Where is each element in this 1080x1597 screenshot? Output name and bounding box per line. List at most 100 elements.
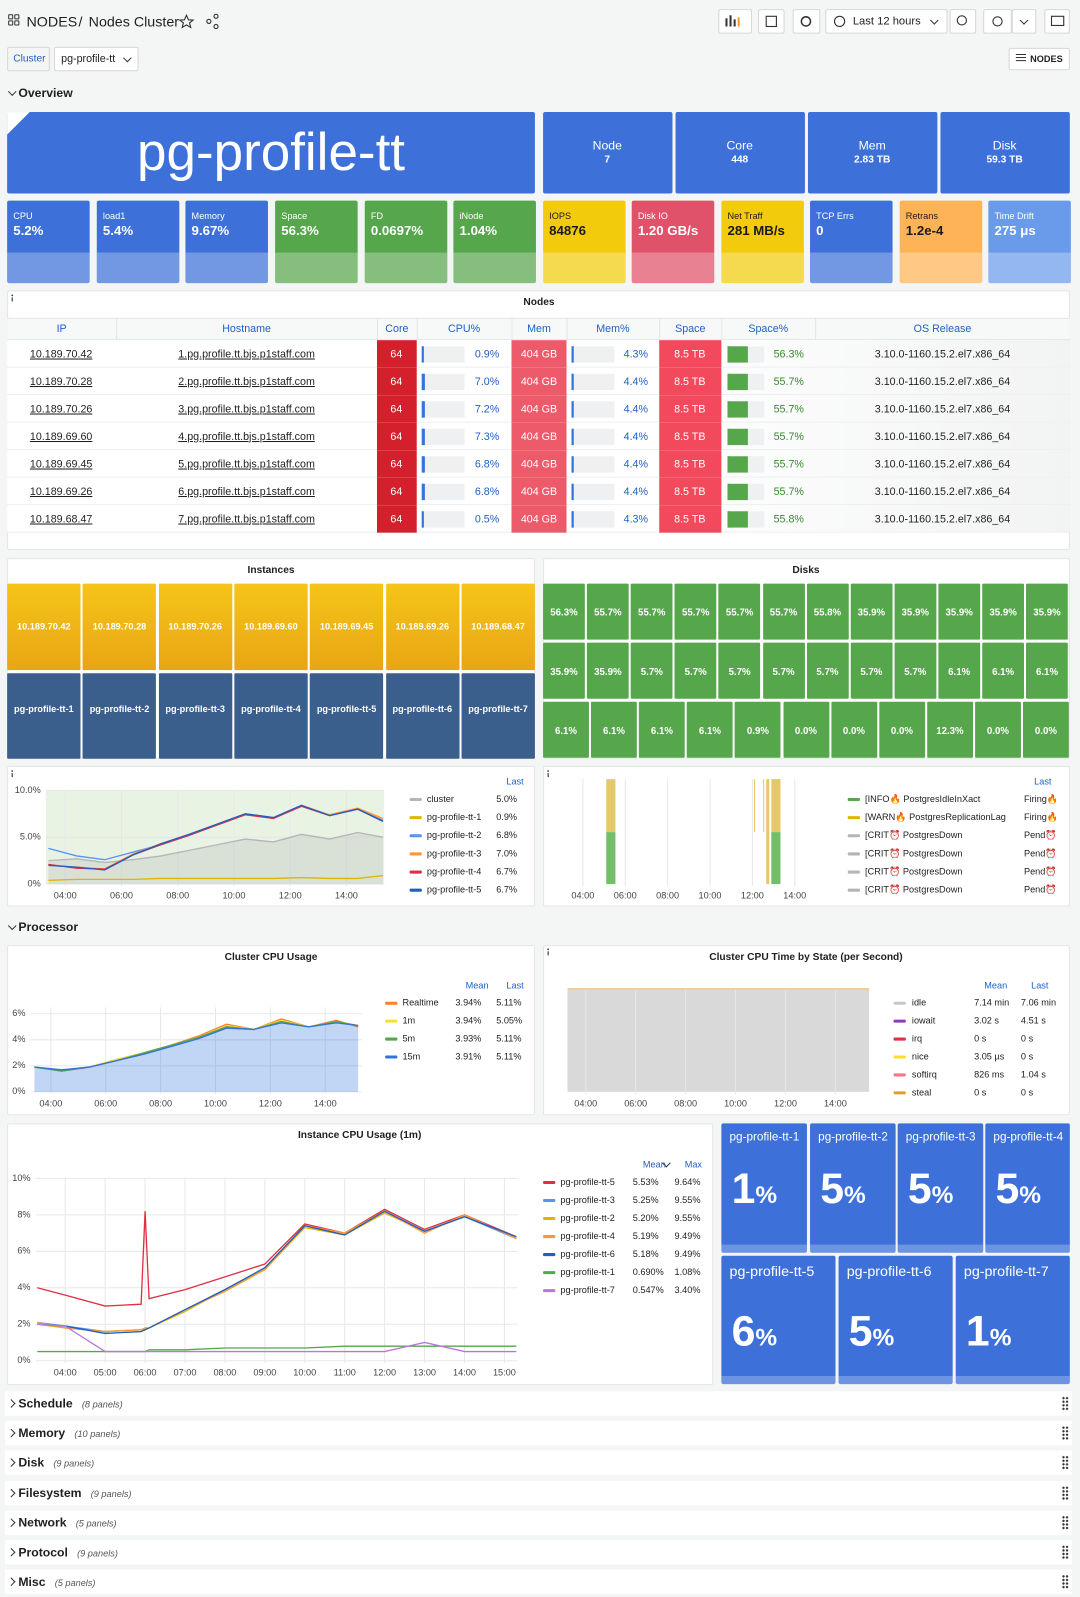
toolbar-button[interactable] bbox=[983, 9, 1012, 34]
sparkline bbox=[7, 252, 90, 284]
gauge-value: 4.3% bbox=[623, 512, 649, 526]
nodes-button[interactable] bbox=[1008, 47, 1070, 71]
collapsed-row[interactable] bbox=[5, 1539, 1072, 1565]
disk-value: 55.8% bbox=[813, 607, 842, 619]
mem-cell: 404 GB bbox=[520, 485, 558, 498]
stat-label: IOPS bbox=[549, 210, 572, 222]
disk-value: 5.7% bbox=[640, 666, 663, 678]
sparkline bbox=[721, 1375, 836, 1385]
stat-label: load1 bbox=[102, 210, 126, 222]
mem-cell: 404 GB bbox=[520, 375, 558, 388]
instance-name-tile bbox=[461, 673, 535, 759]
column-header: Space bbox=[675, 322, 706, 336]
instance-stat-value: 5 bbox=[820, 1164, 845, 1213]
toolbar-button[interactable] bbox=[1044, 9, 1070, 34]
collapsed-row[interactable] bbox=[5, 1420, 1072, 1446]
column-divider bbox=[511, 317, 513, 341]
core-cell: 64 bbox=[390, 485, 403, 498]
toolbar-button[interactable] bbox=[718, 9, 752, 34]
instance-stat-unit: % bbox=[755, 1324, 778, 1352]
stat-label: Core bbox=[726, 138, 753, 153]
core-cell: 64 bbox=[390, 347, 403, 361]
variable-select[interactable] bbox=[54, 46, 139, 72]
breadcrumb-separator: / bbox=[78, 13, 83, 30]
column-header: Hostname bbox=[222, 322, 271, 336]
stat-value: 56.3% bbox=[281, 222, 319, 238]
row-header: Protocol (9 panels) bbox=[18, 1545, 118, 1559]
collapsed-row[interactable] bbox=[5, 1480, 1072, 1505]
row-title: Schedule bbox=[18, 1396, 73, 1411]
time-range: Last 12 hours bbox=[852, 15, 921, 28]
collapsed-row[interactable] bbox=[5, 1510, 1072, 1535]
collapsed-row[interactable] bbox=[5, 1569, 1072, 1595]
row-title: Protocol bbox=[18, 1545, 68, 1560]
gauge-value: 4.4% bbox=[623, 430, 649, 443]
column-divider bbox=[815, 317, 817, 341]
gauge-track bbox=[571, 483, 615, 500]
space-cell: 8.5 TB bbox=[674, 402, 706, 416]
column-divider bbox=[416, 317, 418, 341]
instance-stat-value-box: 1% bbox=[966, 1307, 1012, 1356]
disk-value: 6.1% bbox=[992, 666, 1015, 678]
stat-value: 1.20 GB/s bbox=[637, 222, 699, 238]
collapsed-row[interactable] bbox=[5, 1450, 1072, 1476]
stat-value: 0.0697% bbox=[370, 222, 424, 238]
row-panel-count: (9 panels) bbox=[90, 1488, 132, 1499]
disk-tile bbox=[630, 583, 673, 640]
gauge-value: 6.8% bbox=[474, 485, 500, 498]
instance-stat-value: 5 bbox=[907, 1164, 932, 1213]
core-cell: 64 bbox=[390, 457, 403, 471]
toolbar-button[interactable] bbox=[792, 9, 821, 34]
stat-value: 59.3 TB bbox=[986, 154, 1023, 166]
ip-cell: 10.189.70.42 bbox=[29, 347, 93, 361]
space-cell-bg bbox=[659, 450, 722, 478]
mem-cell: 404 GB bbox=[520, 402, 558, 416]
disk-tile bbox=[630, 642, 673, 699]
disk-tile bbox=[982, 642, 1024, 699]
instance-stat-value: 5 bbox=[995, 1164, 1020, 1213]
toolbar-button[interactable] bbox=[758, 9, 785, 34]
instance-stat-value: 5 bbox=[848, 1306, 873, 1355]
disk-tile bbox=[878, 701, 925, 758]
instance-stat-value: 6 bbox=[731, 1306, 756, 1355]
gauge-track bbox=[571, 510, 615, 528]
disk-value: 35.9% bbox=[857, 607, 886, 619]
stat-box bbox=[675, 112, 805, 194]
os-cell: 3.10.0-1160.15.2.el7.x86_64 bbox=[874, 512, 1011, 526]
instances-cpu-panel bbox=[7, 765, 535, 907]
gauge-bar bbox=[571, 428, 574, 445]
core-cell-bg bbox=[376, 422, 417, 451]
instance-stat-value: 1 bbox=[965, 1306, 990, 1355]
instance-name: pg-profile-tt-3 bbox=[165, 703, 226, 714]
stat-tile bbox=[185, 200, 268, 284]
sparkline bbox=[899, 252, 983, 284]
gauge-track bbox=[571, 400, 615, 418]
space-cell-bg bbox=[659, 422, 722, 451]
disk-tile bbox=[591, 701, 637, 758]
core-cell: 64 bbox=[390, 512, 403, 526]
stat-value: 84876 bbox=[549, 222, 587, 238]
gauge-value: 55.7% bbox=[773, 485, 804, 498]
gauge-track bbox=[421, 455, 465, 473]
gauge-track bbox=[421, 428, 465, 445]
collapsed-row[interactable] bbox=[5, 1391, 1072, 1416]
gauge-bar bbox=[727, 510, 748, 528]
sparkline bbox=[721, 252, 804, 284]
space-cell: 8.5 TB bbox=[674, 430, 706, 443]
gauge-value: 7.0% bbox=[474, 375, 500, 388]
banner-corner bbox=[7, 112, 30, 135]
toolbar-button[interactable] bbox=[825, 9, 948, 34]
disk-value: 0.9% bbox=[746, 725, 769, 737]
apps-icon bbox=[8, 20, 14, 26]
disk-tile bbox=[806, 642, 849, 699]
row-header: Disk (9 panels) bbox=[18, 1456, 94, 1470]
drag-handle bbox=[1061, 1426, 1069, 1441]
disk-tile bbox=[674, 642, 717, 699]
instance-stat-unit: % bbox=[872, 1324, 895, 1352]
nodes-button-label: NODES bbox=[1030, 53, 1063, 65]
toolbar-button[interactable] bbox=[1011, 9, 1037, 34]
gauge-bar bbox=[727, 373, 748, 390]
panel-title: Disks bbox=[792, 564, 820, 576]
toolbar-button[interactable] bbox=[949, 9, 977, 34]
instance-name: pg-profile-tt-2 bbox=[89, 703, 150, 714]
